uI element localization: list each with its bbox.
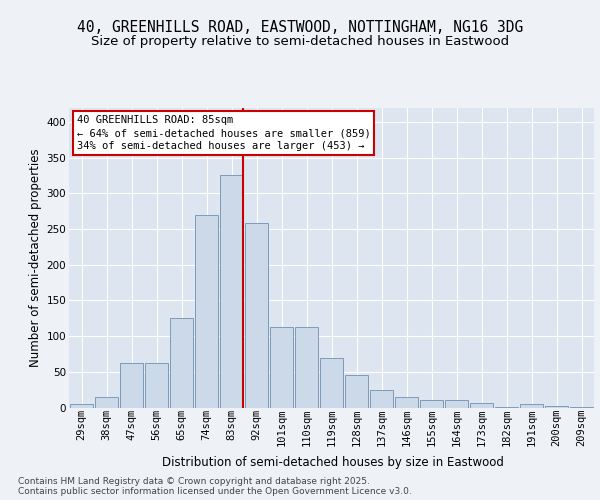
Bar (370, 390, 393, 407)
Bar (345, 376, 368, 408)
Bar (270, 327, 293, 407)
Bar (470, 403, 493, 407)
Bar (545, 406, 568, 407)
Bar (195, 214, 218, 408)
Bar (295, 327, 318, 407)
Bar (520, 404, 543, 407)
Bar (320, 358, 343, 408)
Y-axis label: Number of semi-detached properties: Number of semi-detached properties (29, 148, 43, 367)
Bar (220, 176, 243, 408)
Bar (120, 363, 143, 408)
Bar (445, 400, 468, 407)
Text: Size of property relative to semi-detached houses in Eastwood: Size of property relative to semi-detach… (91, 35, 509, 48)
Text: Contains public sector information licensed under the Open Government Licence v3: Contains public sector information licen… (18, 486, 412, 496)
Bar (245, 223, 268, 408)
Bar (70, 404, 93, 407)
Bar (170, 318, 193, 408)
Text: 40 GREENHILLS ROAD: 85sqm
← 64% of semi-detached houses are smaller (859)
34% of: 40 GREENHILLS ROAD: 85sqm ← 64% of semi-… (77, 115, 371, 152)
Bar (395, 397, 418, 407)
Text: Distribution of semi-detached houses by size in Eastwood: Distribution of semi-detached houses by … (162, 456, 504, 469)
Bar (570, 407, 593, 408)
Text: 40, GREENHILLS ROAD, EASTWOOD, NOTTINGHAM, NG16 3DG: 40, GREENHILLS ROAD, EASTWOOD, NOTTINGHA… (77, 20, 523, 35)
Bar (420, 400, 443, 407)
Bar (145, 363, 168, 408)
Bar (495, 407, 518, 408)
Bar (95, 397, 118, 407)
Text: Contains HM Land Registry data © Crown copyright and database right 2025.: Contains HM Land Registry data © Crown c… (18, 476, 370, 486)
